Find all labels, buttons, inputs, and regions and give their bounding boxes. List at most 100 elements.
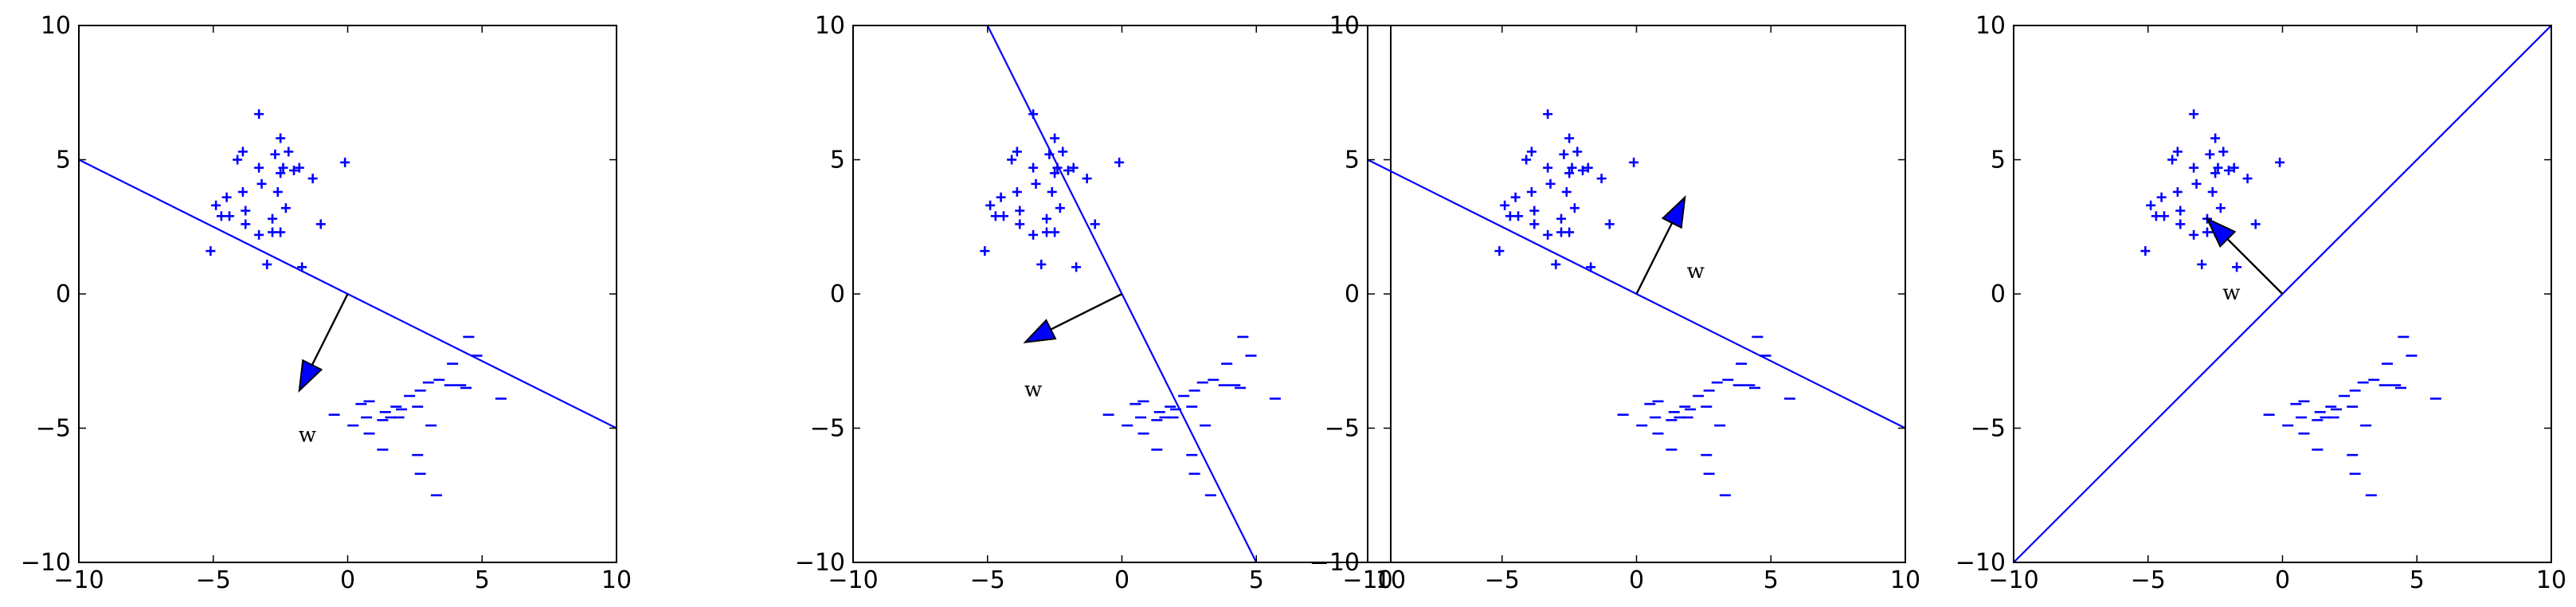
positive-point <box>2151 211 2161 221</box>
x-tick-label: −5 <box>970 566 1005 594</box>
y-tick-label: 5 <box>1345 147 1360 174</box>
y-tick-label: 5 <box>1991 147 2006 174</box>
positive-point <box>276 168 286 178</box>
x-tick-label: −10 <box>1988 566 2038 594</box>
positive-point <box>2224 165 2233 175</box>
positive-point <box>254 229 264 240</box>
plot-area <box>1368 109 1905 497</box>
positive-point <box>2202 227 2212 237</box>
positive-point <box>268 213 277 224</box>
x-tick-label: 0 <box>2275 566 2290 594</box>
y-tick-label: −5 <box>1971 415 2006 443</box>
weight-vector-arrow <box>2205 217 2284 295</box>
positive-point <box>2189 163 2199 173</box>
positive-point <box>1058 147 1068 157</box>
positive-point <box>999 211 1008 221</box>
positive-point <box>1007 155 1017 165</box>
x-tick-label: 10 <box>1376 566 1406 594</box>
positive-point <box>1559 149 1569 159</box>
positive-point <box>278 163 288 173</box>
positive-point <box>1629 157 1639 167</box>
positive-point <box>1505 211 1515 221</box>
positive-point <box>1564 133 1575 143</box>
positive-point <box>225 211 234 221</box>
x-tick-label: −10 <box>1342 566 1392 594</box>
positive-point <box>2242 174 2253 184</box>
positive-point <box>1604 219 1615 229</box>
positive-point <box>221 192 232 202</box>
positive-point <box>2175 219 2186 229</box>
y-tick-label: 10 <box>1329 12 1360 40</box>
positive-point <box>289 165 299 175</box>
chart-panel-4: w −10 −5 0 5 10 −10 −5 0 5 10 <box>1955 12 2566 594</box>
positive-point <box>1586 262 1596 272</box>
positive-point <box>256 178 267 189</box>
positive-point <box>2167 155 2178 165</box>
positive-point <box>1044 149 1055 159</box>
positive-point <box>985 200 996 210</box>
arrow-head <box>2205 217 2237 248</box>
positive-point <box>233 155 243 165</box>
positive-point <box>1545 178 1556 189</box>
arrow-head <box>1023 319 1057 343</box>
positive-point <box>1521 155 1532 165</box>
positive-point <box>270 149 280 159</box>
positive-point <box>1047 186 1057 197</box>
positive-point <box>276 227 286 237</box>
positive-point <box>2146 200 2156 210</box>
positive-point <box>241 219 251 229</box>
x-tick-label: 5 <box>475 566 490 594</box>
positive-point <box>211 200 221 210</box>
positive-point <box>1028 229 1039 240</box>
positive-point <box>1596 174 1607 184</box>
x-tick-label: 5 <box>1249 566 1264 594</box>
positive-point <box>1090 219 1100 229</box>
positive-point <box>2159 211 2169 221</box>
arrow-shaft <box>1635 222 1674 295</box>
x-tick-label: 5 <box>1764 566 1779 594</box>
positive-point <box>241 206 251 216</box>
x-tick-label: 10 <box>2536 566 2566 594</box>
positive-point <box>1564 227 1575 237</box>
positive-point <box>1068 163 1079 173</box>
positive-point <box>340 157 350 167</box>
y-tick-label: 0 <box>56 280 71 308</box>
positive-point <box>2172 186 2183 197</box>
y-tick-label: −10 <box>21 549 71 577</box>
positive-point <box>1114 157 1125 167</box>
weight-vector-arrow <box>1635 195 1686 295</box>
positive-point <box>1529 206 1540 216</box>
y-tick-label: 10 <box>41 12 71 40</box>
positive-point <box>1028 163 1039 173</box>
positive-point <box>2210 168 2221 178</box>
arrow-head <box>298 358 323 393</box>
y-tick-label: 5 <box>830 147 845 174</box>
positive-point <box>2197 259 2207 269</box>
positive-point <box>2189 229 2199 240</box>
weight-vector-label: w <box>299 424 316 448</box>
positive-point <box>280 203 291 213</box>
positive-point <box>1513 211 1523 221</box>
positive-point <box>2218 147 2229 157</box>
x-tick-label: 10 <box>1890 566 1920 594</box>
positive-point <box>1055 203 1065 213</box>
positive-point <box>1063 165 1073 175</box>
positive-point <box>1543 109 1553 119</box>
x-tick-label: 0 <box>340 566 355 594</box>
positive-point <box>2172 147 2183 157</box>
positive-point <box>1583 163 1593 173</box>
positive-point <box>2156 192 2167 202</box>
weight-vector-label: w <box>1687 260 1705 284</box>
weight-vector-arrow <box>298 293 349 393</box>
x-tick-label: −10 <box>53 566 104 594</box>
positive-point <box>1526 147 1537 157</box>
positive-point <box>1561 186 1572 197</box>
weight-vector-label: w <box>2222 281 2240 305</box>
positive-point <box>1500 200 1510 210</box>
arrow-shaft <box>2226 238 2284 295</box>
positive-point <box>1494 246 1505 257</box>
positive-point <box>1572 147 1583 157</box>
positive-point <box>1015 219 1025 229</box>
positive-point <box>276 133 286 143</box>
